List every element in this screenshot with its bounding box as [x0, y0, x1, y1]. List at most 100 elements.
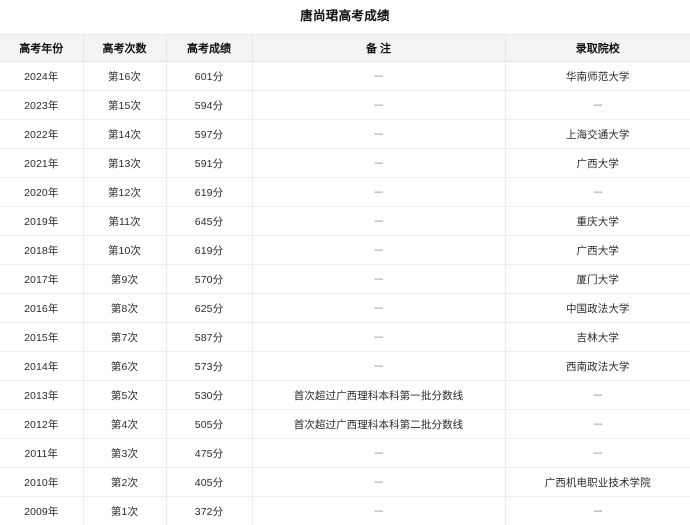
empty-mark: ---: [374, 361, 383, 372]
value-year: 2020年: [24, 187, 58, 199]
value-times: 第7次: [111, 332, 138, 344]
cell-year: 2019年: [0, 207, 83, 236]
empty-mark: ---: [374, 71, 383, 82]
cell-school: ---: [505, 381, 690, 410]
value-year: 2018年: [24, 245, 58, 257]
value-times: 第1次: [111, 506, 138, 518]
table-row: 2018年 第10次 619分 --- 广西大学: [0, 236, 690, 265]
empty-mark: ---: [374, 158, 383, 169]
value-score: 601分: [195, 71, 223, 83]
empty-mark: ---: [374, 274, 383, 285]
empty-mark: ---: [594, 506, 603, 517]
value-score: 625分: [195, 303, 223, 315]
empty-mark: ---: [374, 216, 383, 227]
value-score: 587分: [195, 332, 223, 344]
value-score: 619分: [195, 187, 223, 199]
cell-score: 597分: [166, 120, 252, 149]
column-header-year: 高考年份: [0, 35, 83, 62]
cell-times: 第5次: [83, 381, 166, 410]
value-times: 第14次: [108, 129, 141, 141]
value-school: 吉林大学: [577, 332, 619, 344]
cell-year: 2012年: [0, 410, 83, 439]
value-year: 2021年: [24, 158, 58, 170]
cell-remark: ---: [252, 236, 505, 265]
cell-times: 第3次: [83, 439, 166, 468]
cell-score: 591分: [166, 149, 252, 178]
value-times: 第12次: [108, 187, 141, 199]
cell-remark: ---: [252, 294, 505, 323]
cell-remark: ---: [252, 62, 505, 91]
cell-remark: 首次超过广西理科本科第二批分数线: [252, 410, 505, 439]
value-score: 573分: [195, 361, 223, 373]
empty-mark: ---: [374, 245, 383, 256]
cell-score: 594分: [166, 91, 252, 120]
value-score: 570分: [195, 274, 223, 286]
empty-mark: ---: [594, 100, 603, 111]
cell-year: 2013年: [0, 381, 83, 410]
value-score: 505分: [195, 419, 223, 431]
value-remark: 首次超过广西理科本科第二批分数线: [294, 419, 464, 431]
table-row: 2020年 第12次 619分 --- ---: [0, 178, 690, 207]
cell-score: 570分: [166, 265, 252, 294]
cell-score: 619分: [166, 178, 252, 207]
cell-times: 第6次: [83, 352, 166, 381]
cell-times: 第16次: [83, 62, 166, 91]
cell-remark: ---: [252, 439, 505, 468]
cell-school: 西南政法大学: [505, 352, 690, 381]
value-score: 591分: [195, 158, 223, 170]
empty-mark: ---: [374, 332, 383, 343]
cell-remark: ---: [252, 149, 505, 178]
empty-mark: ---: [374, 187, 383, 198]
table-row: 2015年 第7次 587分 --- 吉林大学: [0, 323, 690, 352]
cell-times: 第8次: [83, 294, 166, 323]
value-year: 2013年: [24, 390, 58, 402]
empty-mark: ---: [594, 187, 603, 198]
value-score: 372分: [195, 506, 223, 518]
cell-times: 第11次: [83, 207, 166, 236]
value-year: 2023年: [24, 100, 58, 112]
empty-mark: ---: [374, 448, 383, 459]
empty-mark: ---: [374, 100, 383, 111]
cell-year: 2010年: [0, 468, 83, 497]
column-header-times: 高考次数: [83, 35, 166, 62]
value-year: 2015年: [24, 332, 58, 344]
cell-score: 475分: [166, 439, 252, 468]
cell-times: 第14次: [83, 120, 166, 149]
cell-school: ---: [505, 439, 690, 468]
value-times: 第15次: [108, 100, 141, 112]
cell-year: 2017年: [0, 265, 83, 294]
cell-school: 重庆大学: [505, 207, 690, 236]
cell-score: 619分: [166, 236, 252, 265]
column-header-school: 录取院校: [505, 35, 690, 62]
cell-score: 405分: [166, 468, 252, 497]
value-times: 第4次: [111, 419, 138, 431]
value-year: 2022年: [24, 129, 58, 141]
value-score: 594分: [195, 100, 223, 112]
cell-times: 第13次: [83, 149, 166, 178]
empty-mark: ---: [374, 129, 383, 140]
cell-score: 587分: [166, 323, 252, 352]
cell-times: 第12次: [83, 178, 166, 207]
column-header-remark: 备 注: [252, 35, 505, 62]
value-year: 2009年: [24, 506, 58, 518]
cell-times: 第4次: [83, 410, 166, 439]
table-header-row: 高考年份 高考次数 高考成绩 备 注 录取院校: [0, 35, 690, 62]
value-score: 530分: [195, 390, 223, 402]
value-year: 2010年: [24, 477, 58, 489]
value-school: 广西机电职业技术学院: [545, 477, 651, 489]
value-year: 2011年: [24, 448, 58, 460]
cell-year: 2023年: [0, 91, 83, 120]
value-times: 第10次: [108, 245, 141, 257]
cell-school: 广西大学: [505, 236, 690, 265]
cell-school: 中国政法大学: [505, 294, 690, 323]
empty-mark: ---: [374, 303, 383, 314]
value-school: 中国政法大学: [566, 303, 630, 315]
cell-remark: ---: [252, 207, 505, 236]
empty-mark: ---: [594, 448, 603, 459]
value-times: 第9次: [111, 274, 138, 286]
table-row: 2023年 第15次 594分 --- ---: [0, 91, 690, 120]
value-score: 597分: [195, 129, 223, 141]
